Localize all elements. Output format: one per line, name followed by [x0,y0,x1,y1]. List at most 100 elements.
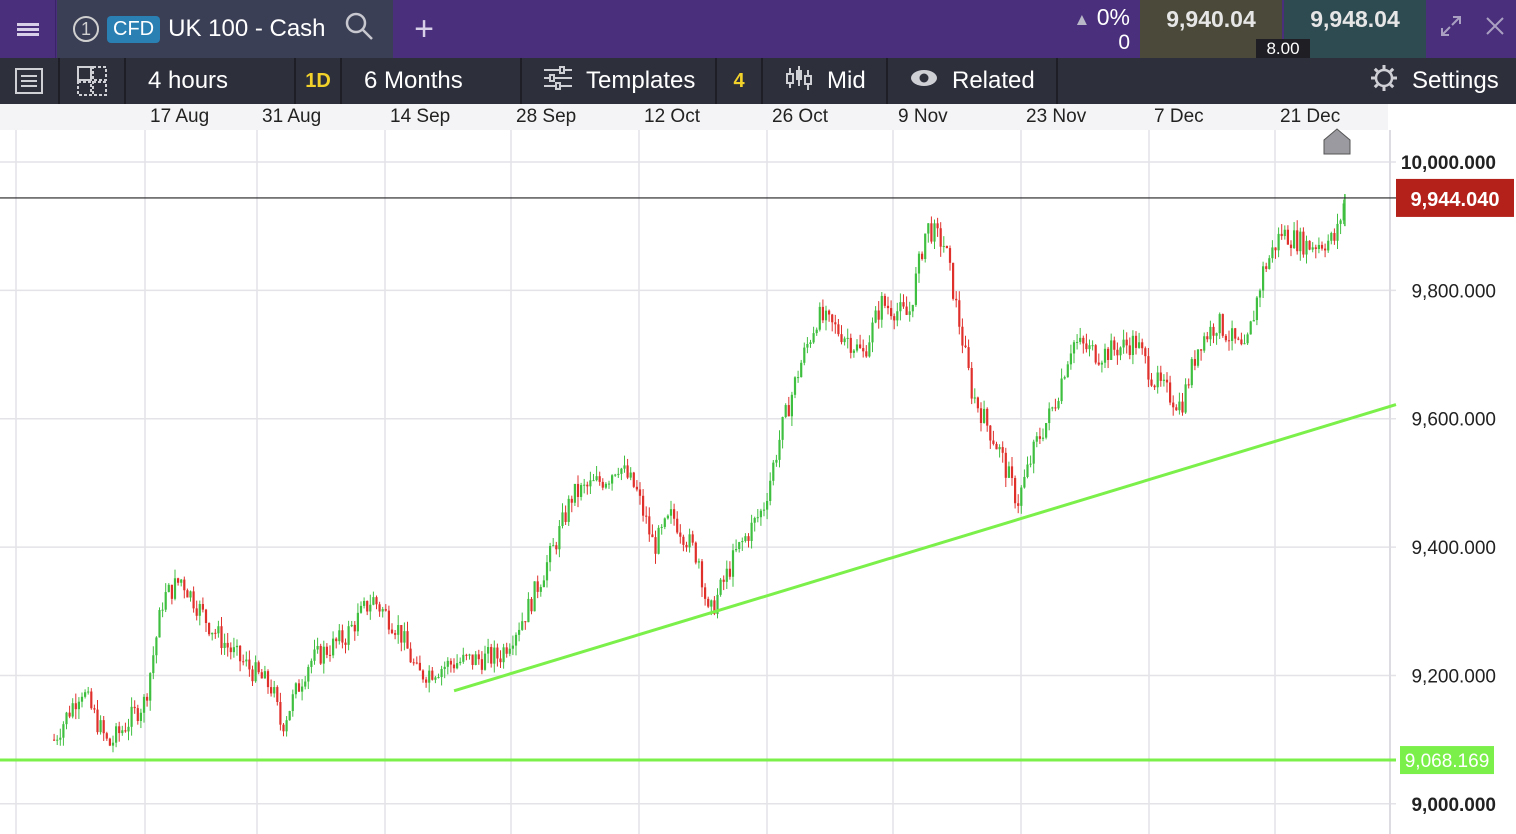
candle-body [105,733,108,739]
x-tick-label: 7 Dec [1154,106,1204,127]
candle-body [1317,244,1320,250]
candle-body [539,587,542,592]
hamburger-menu-icon[interactable] [0,0,56,58]
candle-body [127,726,130,732]
candle-body [710,600,713,607]
candle-body [1215,333,1218,336]
candles [53,194,1346,753]
candle-body [1107,348,1110,360]
candle-body [412,662,415,664]
horizontal-line-label: 9,068.169 [1405,751,1490,772]
candle-body [90,691,93,709]
add-tab-button[interactable]: + [414,9,434,48]
candle-body [908,311,911,315]
candle-body [1001,447,1004,453]
candle-body [1057,401,1060,409]
expand-icon[interactable] [1439,14,1463,45]
candle-body [1327,240,1330,251]
candle-body [676,518,679,533]
candle-body [883,295,886,306]
candle-body [93,708,96,710]
candle-body [421,670,425,680]
interval-dropdown[interactable]: 4 hours [126,58,296,104]
candle-body [524,621,527,623]
candle-body [682,536,685,545]
candle-body [1175,407,1178,411]
candle-body [1041,437,1045,439]
candle-body [1072,342,1076,354]
candle-body [322,646,325,664]
list-icon[interactable] [0,58,60,104]
layout-icon[interactable] [60,58,126,104]
candle-body [725,568,728,582]
cfd-badge: CFD [107,15,161,43]
candle-body [744,536,747,542]
candle-body [136,708,139,722]
candle-body [462,654,465,662]
candle-body [828,310,831,315]
candle-body [217,626,220,634]
candle-body [834,322,837,325]
candle-body [1159,372,1162,381]
candle-body [660,526,663,528]
candle-body [651,534,654,538]
candle-body [359,605,363,613]
price-type-button[interactable]: Mid [763,58,888,104]
templates-button[interactable]: Templates [522,58,717,104]
candle-body [208,623,211,635]
candle-body [1141,342,1144,349]
candle-body [614,474,617,476]
candle-body [843,338,846,343]
candle-body [1234,328,1237,339]
candle-body [747,536,750,541]
candle-body [611,475,614,484]
candle-body [480,659,483,670]
candle-body [657,527,660,554]
candle-body [353,624,356,632]
candle-body [1237,338,1240,340]
candle-body [694,542,697,563]
candle-body [983,408,986,423]
close-icon[interactable] [1484,15,1506,44]
candle-body [738,542,741,549]
candle-body [465,654,468,656]
candle-body [812,333,815,343]
candle-body [111,742,115,746]
candle-body [948,248,952,263]
candle-body [1249,321,1252,335]
y-axis-ticks: 10,000.000 9,800.000 9,600.000 9,400.000 9,2… [1396,153,1514,816]
settings-button[interactable]: Settings [1360,58,1516,104]
candle-body [518,629,521,635]
x-tick-label: 26 Oct [772,106,828,127]
x-tick-label: 14 Sep [390,106,451,127]
candle-body [790,394,793,417]
search-icon[interactable] [344,11,374,48]
y-tick-label: 9,200.000 [1411,666,1496,687]
candle-body [1060,378,1063,402]
candle-body [642,495,645,516]
candle-body [1320,244,1324,249]
candle-body [1004,452,1007,478]
range-dropdown[interactable]: 6 Months [342,58,522,104]
candle-body [62,724,65,738]
candle-body [288,711,291,721]
candle-body [471,654,474,665]
template-count[interactable]: 4 [717,58,763,104]
x-tick-label: 9 Nov [898,106,948,127]
instrument-tab[interactable]: 1 CFD UK 100 - Cash [57,0,393,58]
candle-body [632,472,635,487]
candle-body [1007,466,1010,478]
candle-body [263,671,266,679]
candle-body [1296,230,1299,252]
candle-body [96,709,99,733]
candle-body [626,465,629,478]
candle-body [198,604,201,616]
candle-body [1314,247,1317,250]
candle-body [555,545,558,550]
candle-body [1119,347,1122,356]
related-button[interactable]: Related [888,58,1058,104]
quick-period-button[interactable]: 1D [296,58,342,104]
candle-body [372,597,375,605]
candle-body [499,658,502,663]
